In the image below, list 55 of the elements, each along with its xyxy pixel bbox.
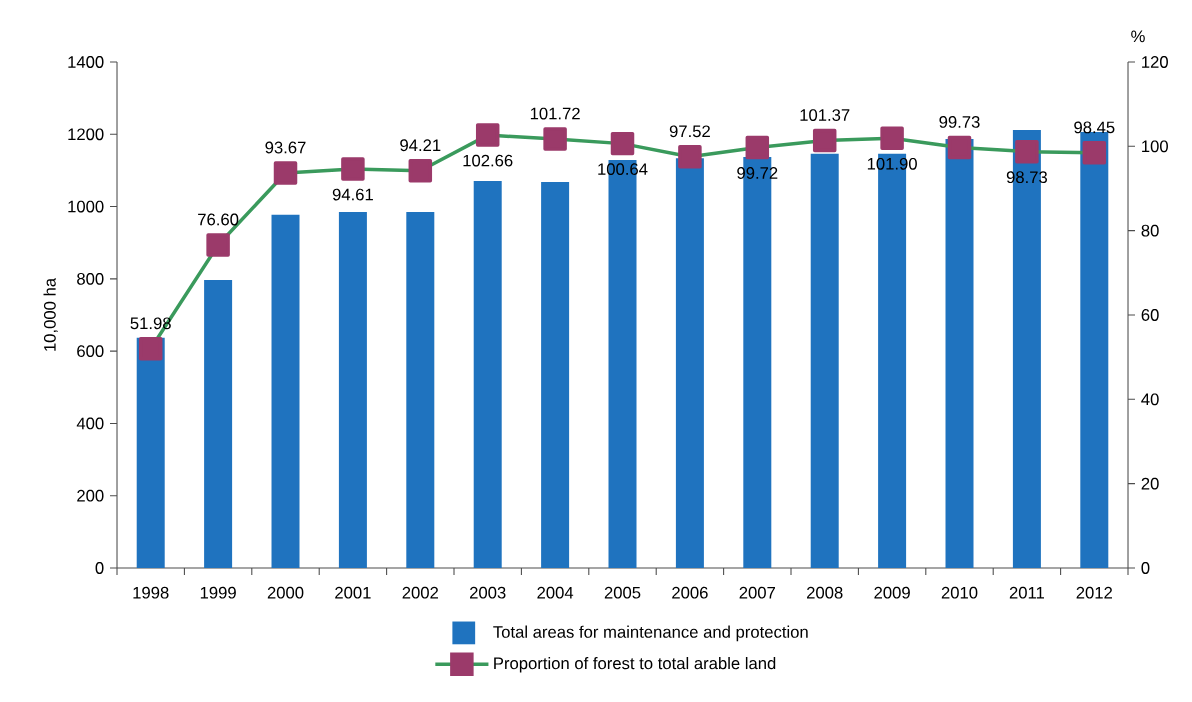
y2-tick-label: 40 xyxy=(1141,393,1159,406)
y-tick-label: 800 xyxy=(77,272,104,285)
x-tick-label: 2011 xyxy=(1009,586,1044,599)
data-label: 94.21 xyxy=(400,139,441,152)
bar xyxy=(1080,132,1109,568)
y2-tick-label: 100 xyxy=(1142,140,1168,153)
data-label: 93.67 xyxy=(265,141,306,154)
bar xyxy=(271,214,300,568)
x-tick-label: 2005 xyxy=(604,586,641,599)
x-tick-label: 2003 xyxy=(470,586,506,599)
bar xyxy=(945,138,974,568)
y-tick-label: 1000 xyxy=(68,200,104,213)
bar xyxy=(473,180,502,568)
data-label: 101.37 xyxy=(800,109,850,121)
data-label: 97.52 xyxy=(669,125,710,138)
x-tick-label: 2010 xyxy=(941,586,978,599)
data-label: 76.60 xyxy=(198,213,239,226)
data-label: 102.66 xyxy=(463,154,513,167)
y-axis-title: 10,000 ha xyxy=(43,277,58,351)
data-label: 94.61 xyxy=(332,188,373,201)
y2-tick-label: 120 xyxy=(1142,56,1168,68)
bar xyxy=(541,181,570,568)
x-tick-label: 2001 xyxy=(335,586,371,599)
legend-label: Proportion of forest to total arable land xyxy=(494,656,776,673)
x-tick-label: 2012 xyxy=(1076,586,1112,599)
legend-label: Total areas for maintenance and protection xyxy=(493,625,808,642)
bar xyxy=(204,279,233,568)
y-tick-label: 600 xyxy=(77,345,104,358)
x-tick-label: 2008 xyxy=(807,586,843,599)
x-tick-label: 2007 xyxy=(739,586,775,599)
x-tick-label: 1998 xyxy=(133,586,169,599)
y2-tick-label: 0 xyxy=(1141,562,1150,574)
y2-tick-label: 60 xyxy=(1141,309,1159,321)
data-label: 98.45 xyxy=(1074,121,1115,134)
x-tick-label: 2006 xyxy=(672,586,708,599)
y2-tick-label: 80 xyxy=(1141,224,1159,237)
x-tick-label: 1999 xyxy=(200,586,236,599)
y-tick-label: 200 xyxy=(77,489,104,502)
data-label: 99.73 xyxy=(939,116,980,128)
bar xyxy=(338,211,367,568)
bar xyxy=(136,337,165,568)
y-tick-label: 1400 xyxy=(68,56,104,68)
y2-axis-title: % xyxy=(1131,30,1145,43)
y2-tick-label: 20 xyxy=(1141,477,1159,490)
x-tick-label: 2004 xyxy=(537,586,574,599)
x-tick-label: 2009 xyxy=(874,586,910,599)
y-tick-label: 1200 xyxy=(68,128,104,141)
y-tick-label: 0 xyxy=(95,562,104,574)
bar xyxy=(810,153,839,568)
x-tick-label: 2002 xyxy=(402,586,438,599)
bar xyxy=(406,211,435,568)
bar xyxy=(675,158,704,568)
y-tick-label: 400 xyxy=(76,417,104,430)
data-label: 101.72 xyxy=(530,107,580,120)
x-tick-label: 2000 xyxy=(267,586,304,599)
